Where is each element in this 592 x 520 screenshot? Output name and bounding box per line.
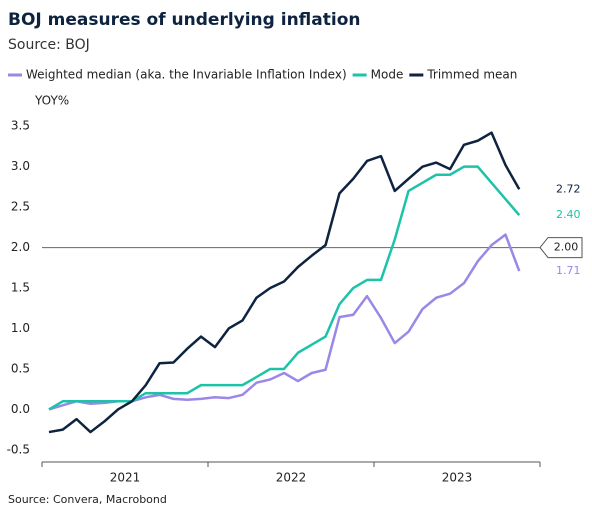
y-tick-label: 1.5 bbox=[11, 281, 30, 295]
y-tick-label: -0.5 bbox=[7, 442, 30, 456]
end-label: 2.72 bbox=[556, 182, 581, 195]
y-tick-label: 2.0 bbox=[11, 240, 30, 254]
x-tick-label: 2023 bbox=[442, 471, 473, 485]
reference-tag bbox=[539, 237, 583, 259]
series-line bbox=[48, 131, 521, 434]
end-label: 2.40 bbox=[556, 208, 581, 221]
chart-subtitle: Source: BOJ bbox=[8, 37, 90, 53]
y-tick-label: 3.5 bbox=[11, 119, 30, 133]
legend-label: Trimmed mean bbox=[426, 68, 517, 82]
x-tick-label: 2022 bbox=[276, 471, 307, 485]
series-line bbox=[48, 165, 521, 411]
chart-title: BOJ measures of underlying inflation bbox=[8, 10, 360, 30]
y-axis-label: YOY% bbox=[34, 94, 69, 108]
y-tick-label: 0.5 bbox=[11, 361, 30, 375]
y-tick-label: 3.0 bbox=[11, 159, 30, 173]
legend: Weighted median (aka. the Invariable Inf… bbox=[8, 68, 517, 82]
source-note: Source: Convera, Macrobond bbox=[8, 493, 167, 506]
reference-label: 2.00 bbox=[554, 241, 579, 254]
x-tick-label: 2021 bbox=[110, 471, 141, 485]
y-tick-label: 1.0 bbox=[11, 321, 30, 335]
legend-label: Weighted median (aka. the Invariable Inf… bbox=[26, 68, 347, 82]
y-tick-label: 2.5 bbox=[11, 200, 30, 214]
legend-label: Mode bbox=[371, 68, 404, 82]
end-label: 1.71 bbox=[556, 264, 581, 277]
y-tick-label: 0.0 bbox=[11, 402, 30, 416]
series-line bbox=[48, 233, 521, 411]
